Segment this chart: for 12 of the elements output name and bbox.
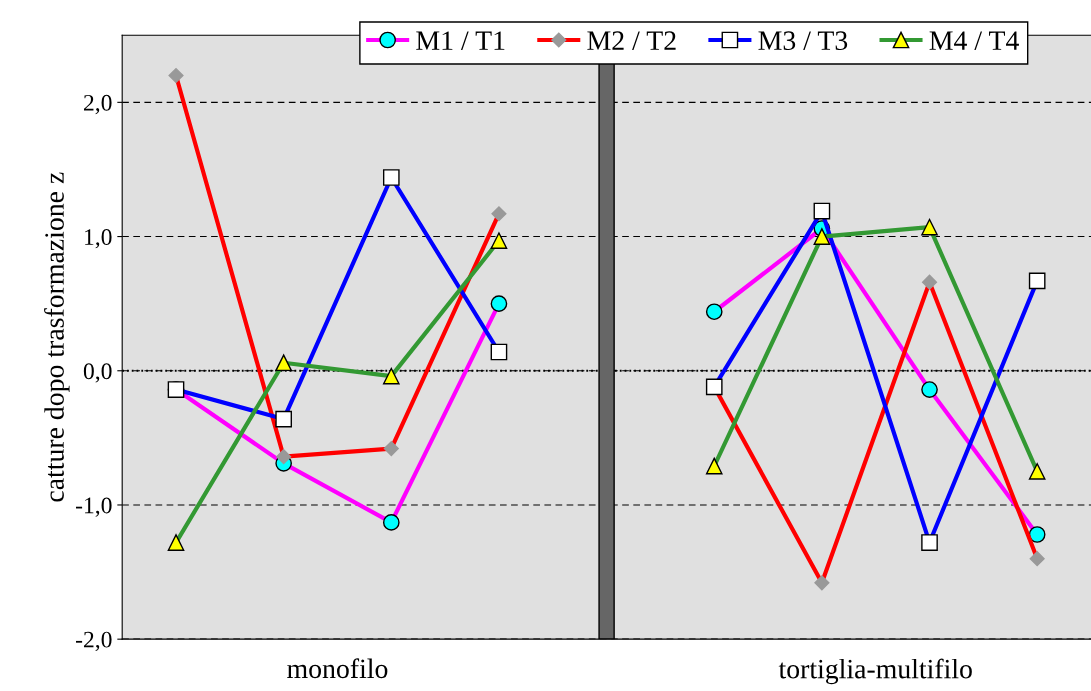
y-tick-label: 2,0 [83, 94, 112, 115]
y-tick-label: 1,0 [85, 229, 112, 249]
y-tick-label: -2,0 [75, 631, 112, 651]
text: tortiglia-multifilo [778, 658, 972, 685]
legend-label: M3 / T3 [758, 31, 848, 50]
legend-label: M4 / T4 [929, 31, 1019, 50]
y-tick-label: 0,0 [83, 363, 112, 383]
y-tick-label: -1,0 [75, 497, 112, 517]
legend-label: M1 / T1 [416, 31, 505, 50]
y-axis-title: catture dopo trasformazione z [44, 172, 70, 502]
text: monofilo [287, 658, 388, 679]
legend-label: M2 / T2 [587, 31, 676, 50]
